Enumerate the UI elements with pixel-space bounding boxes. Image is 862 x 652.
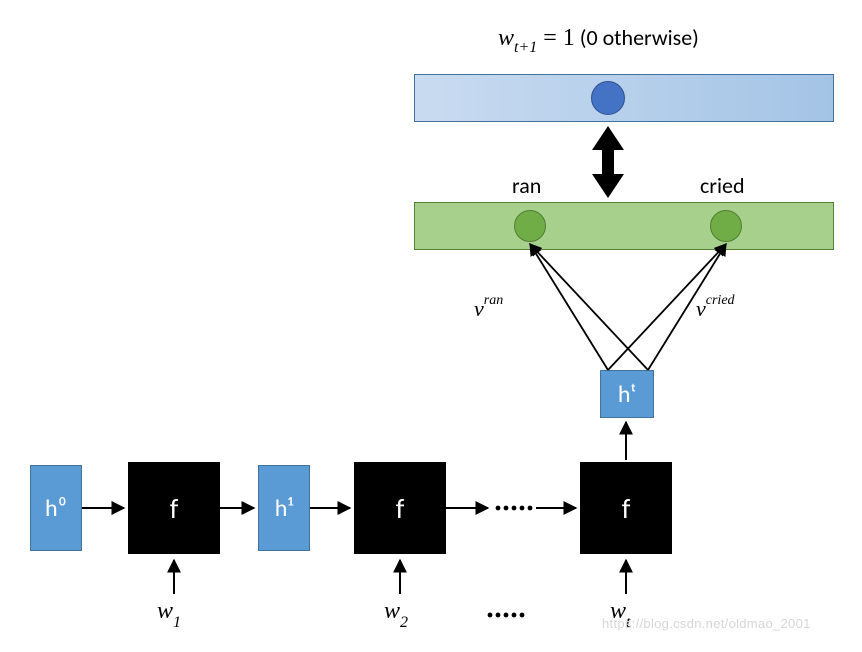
f2-label: f bbox=[396, 491, 405, 526]
topeq-w: w bbox=[498, 25, 514, 51]
label-v-cried: vcried bbox=[696, 296, 735, 322]
w1-label: w1 bbox=[157, 598, 181, 629]
double-arrow-icon bbox=[592, 126, 624, 198]
h1-label: h¹ bbox=[275, 494, 294, 523]
label-v-ran: vran bbox=[474, 296, 503, 322]
topeq-eq: = 1 bbox=[537, 25, 575, 51]
chain-dots-icon bbox=[496, 506, 533, 511]
f3-label: f bbox=[622, 491, 631, 526]
watermark-text: https://blog.csdn.net/oldmao_2001 bbox=[602, 616, 811, 631]
onehot-active-circle bbox=[591, 81, 625, 115]
arrow-ht-ran-2 bbox=[530, 244, 648, 370]
h1-box: h¹ bbox=[258, 465, 310, 551]
f1-box: f bbox=[128, 462, 220, 554]
f3-box: f bbox=[580, 462, 672, 554]
vran-sup: ran bbox=[484, 293, 503, 308]
label-cried: cried bbox=[700, 172, 745, 199]
topeq-sub: t+1 bbox=[514, 39, 537, 56]
ht-box: hᵗ bbox=[600, 370, 654, 418]
w1-base: w bbox=[157, 598, 173, 624]
vran-base: v bbox=[474, 296, 484, 321]
h0-box: h⁰ bbox=[30, 465, 82, 551]
f1-label: f bbox=[170, 491, 179, 526]
w1-sub: 1 bbox=[173, 614, 181, 631]
vocab-circle-cried bbox=[710, 210, 742, 242]
vcried-sup: cried bbox=[706, 293, 735, 308]
w2-label: w2 bbox=[384, 598, 408, 629]
diagram-stage: wt+1 = 1 (0 otherwise) ran cried vran vc… bbox=[0, 0, 862, 652]
top-equation: wt+1 = 1 (0 otherwise) bbox=[498, 24, 699, 54]
topeq-plain: (0 otherwise) bbox=[575, 24, 699, 51]
h0-label: h⁰ bbox=[45, 494, 67, 523]
arrow-ht-ran-1 bbox=[530, 244, 608, 370]
w2-sub: 2 bbox=[400, 614, 408, 631]
vocab-circle-ran bbox=[514, 210, 546, 242]
f2-box: f bbox=[354, 462, 446, 554]
w2-base: w bbox=[384, 598, 400, 624]
vcried-base: v bbox=[696, 296, 706, 321]
ht-label: hᵗ bbox=[618, 380, 636, 409]
label-ran: ran bbox=[512, 172, 541, 199]
vocab-bar bbox=[414, 202, 834, 250]
wdots-icon bbox=[488, 613, 525, 618]
